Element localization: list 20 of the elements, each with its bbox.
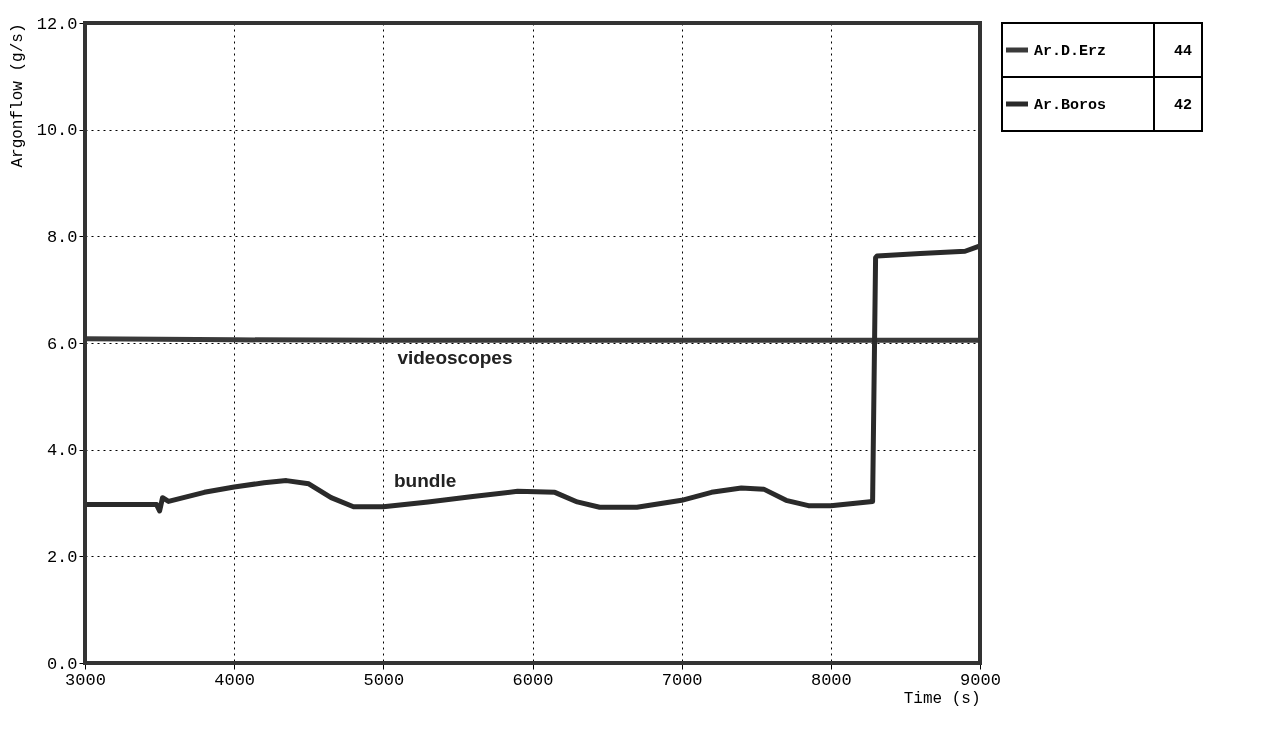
x-tick-label: 5000 xyxy=(363,670,405,690)
y-axis-title: Argonflow (g/s) xyxy=(8,23,27,168)
legend-label: Ar.D.Erz xyxy=(1034,43,1107,60)
annotation: videoscopes xyxy=(397,347,513,369)
legend-label: Ar.Boros xyxy=(1034,97,1107,114)
text: 42 xyxy=(1173,97,1192,114)
y-tick-label: 2.0 xyxy=(46,547,78,567)
x-axis-title: Time (s) xyxy=(903,689,981,708)
x-tick-label: 4000 xyxy=(214,670,256,690)
x-tick-label: 9000 xyxy=(960,670,1001,690)
y-tick-label: 4.0 xyxy=(46,441,78,461)
y-tick-label: 6.0 xyxy=(46,334,78,354)
x-tick-label: 6000 xyxy=(512,670,554,690)
y-tick-label: 12.0 xyxy=(36,14,78,34)
x-tick-label: 8000 xyxy=(810,670,852,690)
annotation: bundle xyxy=(393,469,457,491)
y-tick-label: 10.0 xyxy=(36,121,78,141)
text: 44 xyxy=(1173,43,1192,60)
x-tick-label: 7000 xyxy=(661,670,703,690)
y-tick-label: 8.0 xyxy=(46,227,78,247)
